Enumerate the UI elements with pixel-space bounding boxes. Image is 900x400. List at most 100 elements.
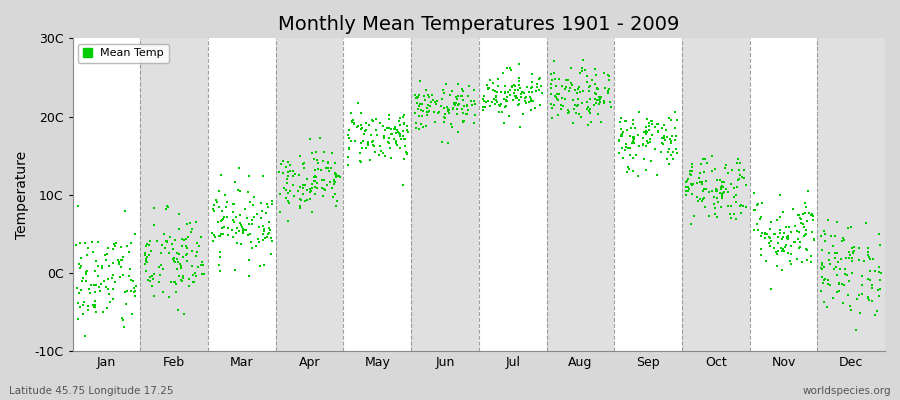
Point bbox=[220, 199, 234, 206]
Point bbox=[758, 230, 772, 237]
Point bbox=[487, 96, 501, 102]
Point bbox=[524, 107, 538, 113]
Point bbox=[297, 165, 311, 171]
Point bbox=[243, 231, 257, 237]
Point bbox=[715, 182, 729, 189]
Point bbox=[783, 257, 797, 264]
Point bbox=[446, 100, 461, 106]
Point bbox=[476, 98, 491, 104]
Point bbox=[346, 119, 361, 126]
Point bbox=[748, 207, 762, 214]
Point bbox=[176, 236, 190, 242]
Point bbox=[446, 106, 460, 112]
Point bbox=[311, 166, 326, 173]
Point bbox=[532, 76, 546, 82]
Point bbox=[784, 243, 798, 249]
Point bbox=[451, 92, 465, 99]
Point bbox=[412, 126, 427, 132]
Point bbox=[591, 97, 606, 103]
Point bbox=[775, 236, 789, 243]
Point bbox=[648, 124, 662, 130]
Point bbox=[801, 188, 815, 194]
Point bbox=[502, 92, 517, 98]
Point bbox=[213, 217, 228, 224]
Point bbox=[781, 250, 796, 256]
Point bbox=[281, 169, 295, 175]
Point bbox=[682, 186, 697, 192]
Point bbox=[419, 112, 434, 118]
Point bbox=[115, 257, 130, 264]
Point bbox=[475, 106, 490, 113]
Point bbox=[421, 102, 436, 108]
Point bbox=[412, 103, 427, 109]
Point bbox=[320, 165, 335, 171]
Point bbox=[425, 92, 439, 98]
Point bbox=[263, 226, 277, 233]
Point bbox=[141, 252, 156, 258]
Point bbox=[702, 189, 716, 195]
Point bbox=[98, 252, 112, 258]
Point bbox=[644, 132, 659, 138]
Point bbox=[139, 243, 153, 250]
Point bbox=[747, 227, 761, 233]
Point bbox=[685, 182, 699, 188]
Point bbox=[78, 269, 93, 275]
Point bbox=[845, 258, 859, 264]
Point bbox=[544, 71, 558, 78]
Point bbox=[449, 100, 464, 106]
Point bbox=[147, 222, 161, 228]
Point bbox=[292, 202, 307, 209]
Point bbox=[505, 83, 519, 89]
Point bbox=[328, 179, 342, 185]
Point bbox=[855, 282, 869, 288]
Point bbox=[568, 102, 582, 108]
Point bbox=[556, 103, 571, 109]
Point bbox=[631, 132, 645, 138]
Point bbox=[781, 236, 796, 242]
Point bbox=[170, 250, 184, 257]
Point bbox=[549, 94, 563, 100]
Point bbox=[565, 97, 580, 103]
Point bbox=[793, 215, 807, 221]
Point bbox=[729, 199, 743, 205]
Point bbox=[716, 190, 730, 196]
Point bbox=[247, 194, 261, 200]
Point bbox=[194, 234, 208, 241]
Point bbox=[578, 67, 592, 74]
Point bbox=[384, 130, 399, 137]
Point bbox=[767, 244, 781, 251]
Point bbox=[212, 233, 227, 240]
Point bbox=[180, 221, 194, 228]
Point bbox=[862, 254, 877, 260]
Point bbox=[589, 91, 603, 98]
Point bbox=[127, 285, 141, 291]
Point bbox=[508, 82, 522, 89]
Point bbox=[778, 241, 793, 248]
Point bbox=[668, 137, 682, 143]
Point bbox=[620, 126, 634, 133]
Point bbox=[657, 122, 671, 128]
Point bbox=[777, 229, 791, 236]
Point bbox=[662, 148, 676, 155]
Point bbox=[146, 276, 160, 282]
Point bbox=[393, 136, 408, 142]
Point bbox=[792, 245, 806, 252]
Point bbox=[780, 233, 795, 240]
Point bbox=[660, 156, 674, 162]
Point bbox=[503, 65, 517, 72]
Point bbox=[221, 225, 236, 232]
Point bbox=[627, 134, 642, 140]
Point bbox=[662, 160, 677, 167]
Point bbox=[232, 164, 247, 171]
Point bbox=[847, 244, 861, 251]
Point bbox=[562, 84, 577, 91]
Point bbox=[72, 240, 86, 246]
Point bbox=[248, 243, 263, 249]
Point bbox=[861, 245, 876, 251]
Point bbox=[508, 86, 523, 93]
Bar bbox=[817, 38, 885, 351]
Point bbox=[166, 246, 180, 252]
Point bbox=[88, 304, 103, 310]
Point bbox=[698, 186, 713, 192]
Point bbox=[668, 108, 682, 115]
